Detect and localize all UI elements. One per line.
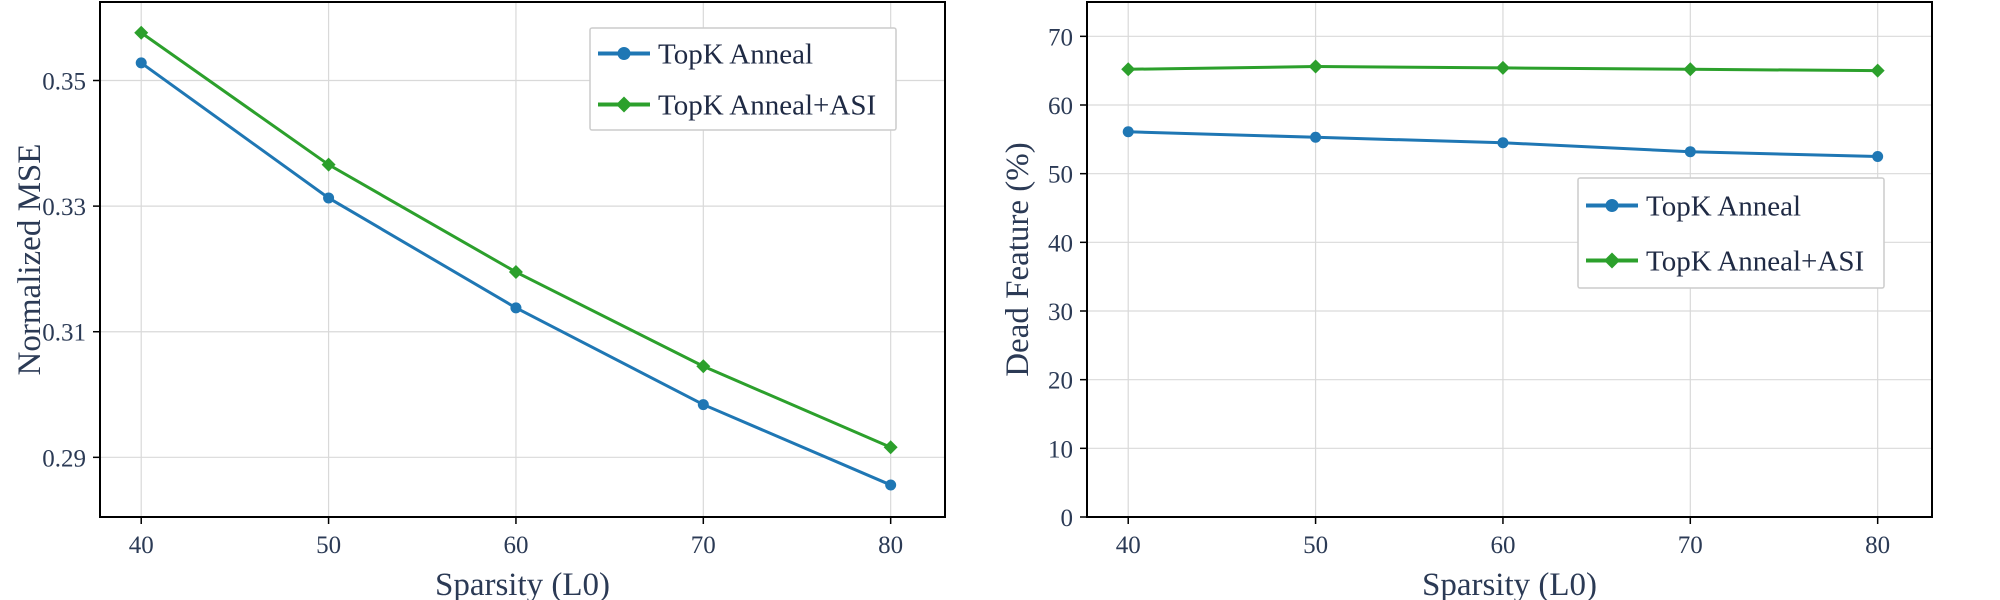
legend-box (589, 27, 897, 131)
x-axis-label: Sparsity (L0) (1422, 567, 1597, 600)
legend-label: TopK Anneal (1646, 191, 1801, 223)
y-tick-label: 0.31 (42, 320, 86, 347)
y-tick-label: 0.35 (42, 69, 86, 96)
legend-box (1577, 177, 1885, 289)
legend: TopK Anneal TopK Anneal+ASI (589, 27, 897, 131)
x-tick-label: 40 (129, 532, 154, 559)
y-tick-label: 50 (1048, 162, 1073, 189)
y-tick-label: 60 (1048, 93, 1073, 120)
data-point (1684, 146, 1696, 158)
legend: TopK Anneal TopK Anneal+ASI (1577, 177, 1885, 289)
x-tick-label: 50 (316, 532, 341, 559)
plot-frame (99, 1, 946, 518)
data-point (508, 265, 523, 280)
series-topk-anneal (135, 57, 897, 491)
series-topk-anneal (1122, 126, 1884, 162)
legend-marker (1604, 252, 1620, 269)
y-tick-label: 20 (1048, 368, 1073, 395)
y-axis-label: Dead Feature (%) (1000, 142, 1036, 377)
data-point (883, 440, 898, 455)
y-axis-label: Normalized MSE (12, 144, 48, 376)
legend-label: TopK Anneal (658, 39, 813, 71)
data-point (1495, 60, 1510, 75)
data-point (696, 359, 711, 374)
legend-marker (617, 47, 631, 60)
data-point (134, 25, 149, 40)
data-point (1308, 59, 1323, 74)
series-topk-anneal-asi (1121, 59, 1885, 78)
y-tick-label: 0 (1061, 505, 1074, 532)
x-axis-label: Sparsity (L0) (435, 567, 610, 600)
data-point (321, 157, 336, 172)
x-tick-label: 60 (1490, 532, 1515, 559)
data-point (510, 302, 522, 314)
y-tick-label: 40 (1048, 230, 1073, 257)
legend-label: TopK Anneal+ASI (658, 90, 876, 122)
data-point (1497, 137, 1509, 149)
x-tick-label: 70 (691, 532, 716, 559)
data-point (1122, 126, 1134, 138)
x-tick-label: 60 (503, 532, 528, 559)
data-point (135, 57, 147, 69)
y-tick-label: 10 (1048, 436, 1073, 463)
legend-marker (1605, 199, 1619, 212)
data-point (697, 399, 709, 411)
data-point (1310, 131, 1322, 143)
series-topk-anneal-asi (134, 25, 898, 455)
data-point (1683, 62, 1698, 77)
y-tick-label: 70 (1048, 24, 1073, 51)
x-tick-label: 80 (1865, 532, 1890, 559)
plot-frame (1086, 1, 1933, 518)
data-point (1870, 63, 1885, 78)
data-point (885, 479, 897, 491)
x-tick-label: 80 (878, 532, 903, 559)
x-tick-label: 40 (1116, 532, 1141, 559)
y-tick-label: 30 (1048, 299, 1073, 326)
data-point (323, 192, 335, 204)
x-tick-label: 50 (1303, 532, 1328, 559)
data-point (1121, 62, 1136, 77)
chart-panel-1: 40 50 60 70 80 0.29 0.31 0.33 0.35 Sparsity (L0) N… (12, 1, 946, 600)
legend-marker (616, 96, 632, 113)
y-tick-label: 0.29 (42, 445, 86, 472)
y-tick-label: 0.33 (42, 194, 86, 221)
x-tick-label: 70 (1678, 532, 1703, 559)
chart-panel-2: 40 50 60 70 80 0 10 20 30 40 50 60 70 Sparsity (L0) De… (1000, 1, 1933, 600)
data-point (1872, 151, 1884, 162)
legend-label: TopK Anneal+ASI (1646, 246, 1864, 278)
